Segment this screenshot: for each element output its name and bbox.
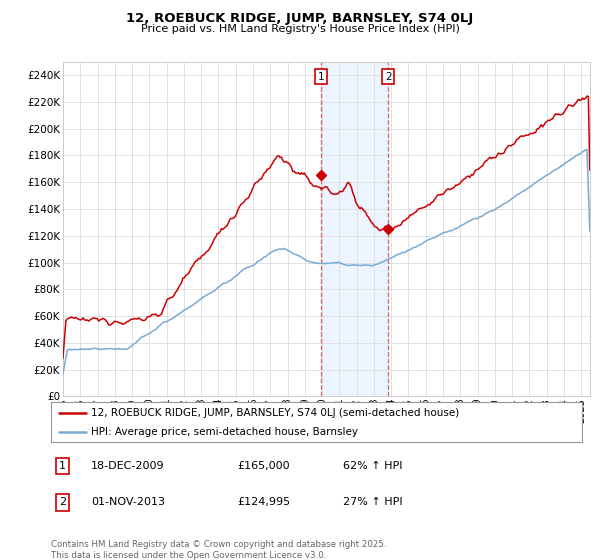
Text: 12, ROEBUCK RIDGE, JUMP, BARNSLEY, S74 0LJ: 12, ROEBUCK RIDGE, JUMP, BARNSLEY, S74 0… xyxy=(127,12,473,25)
Text: 12, ROEBUCK RIDGE, JUMP, BARNSLEY, S74 0LJ (semi-detached house): 12, ROEBUCK RIDGE, JUMP, BARNSLEY, S74 0… xyxy=(91,408,459,418)
Text: 01-NOV-2013: 01-NOV-2013 xyxy=(91,497,165,507)
Text: 2: 2 xyxy=(59,497,66,507)
Text: £165,000: £165,000 xyxy=(237,461,289,471)
Text: HPI: Average price, semi-detached house, Barnsley: HPI: Average price, semi-detached house,… xyxy=(91,427,358,437)
Text: £124,995: £124,995 xyxy=(237,497,290,507)
Text: 62% ↑ HPI: 62% ↑ HPI xyxy=(343,461,403,471)
Text: 2: 2 xyxy=(385,72,392,82)
Text: Price paid vs. HM Land Registry's House Price Index (HPI): Price paid vs. HM Land Registry's House … xyxy=(140,24,460,34)
Text: 1: 1 xyxy=(59,461,66,471)
Text: 1: 1 xyxy=(318,72,325,82)
Text: 18-DEC-2009: 18-DEC-2009 xyxy=(91,461,164,471)
Text: Contains HM Land Registry data © Crown copyright and database right 2025.
This d: Contains HM Land Registry data © Crown c… xyxy=(51,540,386,560)
Text: 27% ↑ HPI: 27% ↑ HPI xyxy=(343,497,403,507)
Bar xyxy=(322,62,388,396)
